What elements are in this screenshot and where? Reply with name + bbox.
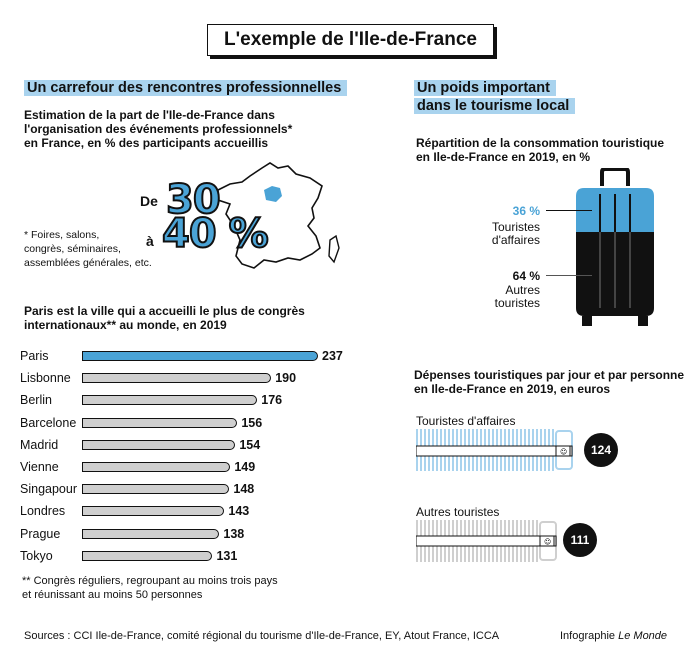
- credit: Infographie Le Monde: [560, 630, 668, 642]
- bar-prague: [82, 528, 220, 539]
- france-outline: [217, 162, 323, 269]
- bar-singapour: [82, 484, 230, 495]
- bar-madrid: [82, 439, 236, 450]
- bar-berlin: [82, 395, 258, 406]
- events-footnote: * Foires, salons, congrès, séminaires, a…: [24, 229, 152, 269]
- bar-value-barcelone: 156: [241, 415, 263, 430]
- bar-label-tokyo: Tokyo: [20, 548, 53, 563]
- sources: Sources : CCI Ile-de-France, comité régi…: [24, 630, 500, 642]
- spend-other-value: 111: [563, 523, 597, 557]
- main-title: L'exemple de l'Ile-de-France: [207, 24, 494, 56]
- congress-title: Paris est la ville qui a accueilli le pl…: [24, 304, 305, 332]
- ile-de-france-region: [264, 186, 282, 202]
- de-label: De: [140, 193, 158, 209]
- bar-value-vienne: 149: [234, 460, 256, 474]
- svg-text:☺: ☺: [544, 538, 551, 546]
- a-label: à: [146, 233, 154, 249]
- bar-paris: [82, 351, 318, 361]
- bar-barcelone: [82, 417, 238, 428]
- suitcase-handle: [600, 168, 630, 186]
- other-pct: 64 %: [512, 269, 540, 283]
- france-map: [217, 162, 340, 269]
- bar-value-madrid: 154: [239, 437, 261, 452]
- svg-text:☺: ☺: [560, 448, 567, 456]
- congress-footnote: ** Congrès réguliers, regroupant au moin…: [22, 575, 278, 601]
- bar-label-lisbonne: Lisbonne: [20, 371, 71, 386]
- conso-title: Répartition de la consommation touristiq…: [416, 136, 665, 164]
- spend-business-label: Touristes d'affaires: [416, 414, 516, 428]
- suitcase-wheel-left: [582, 316, 592, 326]
- bar-lisbonne: [82, 373, 272, 384]
- bar-londres: [82, 506, 225, 517]
- other-label: Autres touristes: [494, 283, 540, 310]
- spend-business-value: 124: [584, 433, 618, 467]
- estimation-title: Estimation de la part de l'Ile-de-France…: [24, 108, 293, 150]
- spend-title: Dépenses touristiques par jour et par pe…: [414, 368, 685, 396]
- suitcase-wheel-right: [638, 316, 648, 326]
- bar-value-tokyo: 131: [216, 548, 238, 563]
- other-leader-line: [546, 275, 592, 276]
- bar-label-londres: Londres: [20, 504, 66, 519]
- bar-value-lisbonne: 190: [275, 371, 297, 386]
- spend-other-label: Autres touristes: [416, 505, 500, 519]
- business-label: Touristes d'affaires: [491, 220, 540, 247]
- business-card-graphic: ☺: [416, 429, 573, 471]
- bar-label-prague: Prague: [20, 526, 61, 541]
- business-leader-line: [546, 210, 592, 211]
- bar-value-berlin: 176: [261, 393, 283, 408]
- bar-label-barcelone: Barcelone: [20, 415, 77, 430]
- bar-label-berlin: Berlin: [20, 393, 52, 408]
- range-high: 40 %: [161, 211, 270, 257]
- bar-value-singapour: 148: [233, 482, 255, 497]
- bar-label-singapour: Singapour: [20, 482, 77, 497]
- range-low: 30: [165, 177, 222, 223]
- bar-value-londres: 143: [228, 504, 250, 519]
- other-card-graphic: ☺: [416, 520, 557, 562]
- bar-label-paris: Paris: [20, 349, 49, 363]
- business-pct: 36 %: [512, 204, 540, 218]
- other-card-slot: [416, 535, 557, 547]
- bar-vienne: [82, 462, 231, 472]
- corsica-outline: [328, 234, 340, 264]
- bar-value-paris: 237: [322, 349, 343, 363]
- business-card-slot: [416, 445, 573, 457]
- suitcase-ribs: [599, 194, 631, 232]
- bar-value-prague: 138: [223, 526, 245, 541]
- bar-tokyo: [82, 550, 213, 561]
- bar-label-vienne: Vienne: [20, 460, 59, 474]
- bar-label-madrid: Madrid: [20, 437, 59, 452]
- right-heading: Un poids important dans le tourisme loca…: [414, 80, 576, 115]
- left-heading: Un carrefour des rencontres professionne…: [24, 80, 348, 97]
- suitcase-icon: [576, 168, 654, 326]
